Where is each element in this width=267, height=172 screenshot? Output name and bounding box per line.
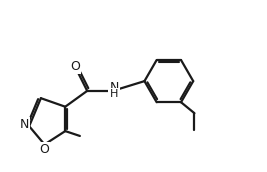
Text: O: O (70, 61, 80, 73)
Text: H: H (110, 89, 118, 99)
Text: N: N (20, 119, 29, 132)
Text: O: O (40, 143, 49, 156)
Text: N: N (109, 82, 119, 94)
